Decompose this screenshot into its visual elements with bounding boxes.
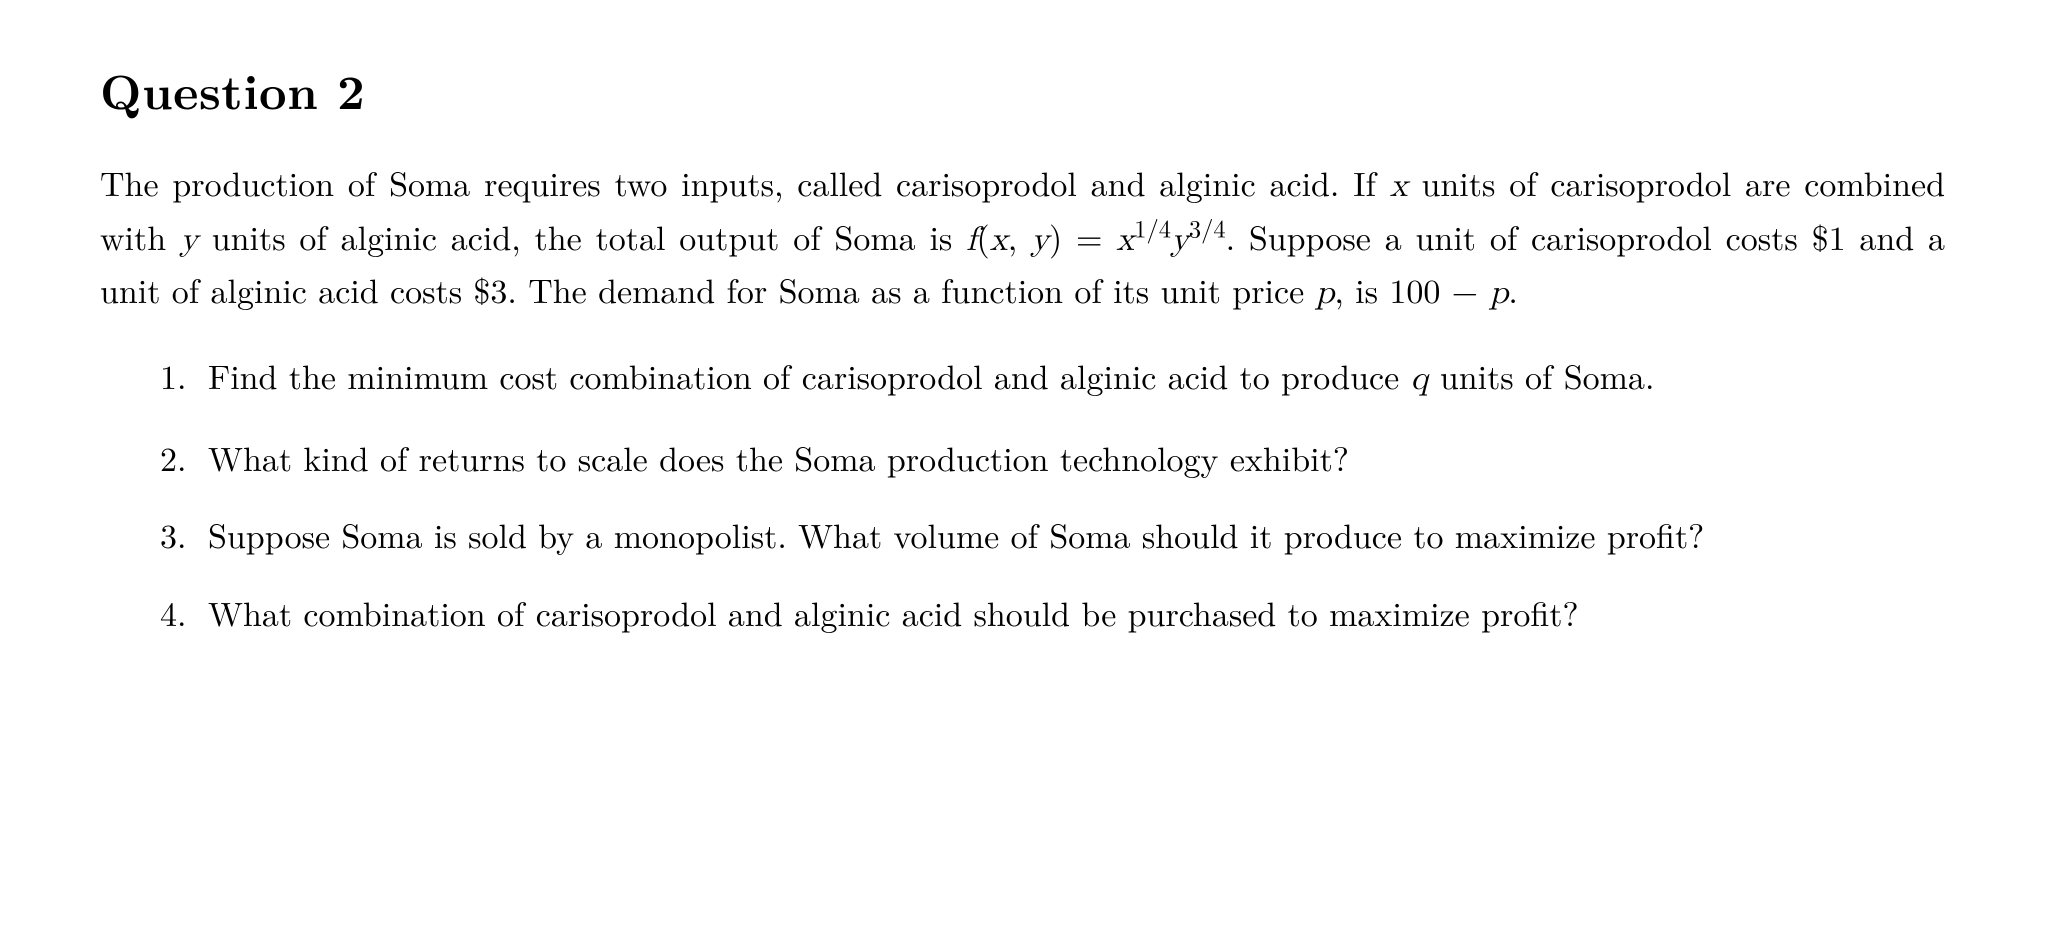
list-item: 3. Suppose Soma is sold by a monopolist.… bbox=[160, 510, 1945, 560]
var-x: x bbox=[990, 223, 1008, 257]
fn-name: f bbox=[966, 223, 976, 257]
item-number: 1. bbox=[160, 351, 186, 401]
question-intro: The production of Soma requires two inpu… bbox=[100, 158, 1945, 319]
intro-text: , is bbox=[1334, 265, 1389, 313]
item-number: 4. bbox=[160, 588, 186, 638]
item-text: What kind of returns to scale does the S… bbox=[208, 433, 1349, 481]
var-y: y bbox=[1171, 223, 1189, 257]
exp-num: 3 bbox=[1189, 210, 1201, 245]
question-parts: 1. Find the minimum cost combination of … bbox=[100, 351, 1945, 638]
minus: − bbox=[1440, 265, 1489, 313]
intro-text: . bbox=[1508, 265, 1517, 313]
var-y: y bbox=[1031, 223, 1049, 257]
item-number: 3. bbox=[160, 510, 186, 560]
item-number: 2. bbox=[160, 433, 186, 483]
var-p: p bbox=[1316, 276, 1335, 310]
equals: = bbox=[1062, 212, 1116, 260]
list-item: 2. What kind of returns to scale does th… bbox=[160, 433, 1945, 483]
list-item: 1. Find the minimum cost combination of … bbox=[160, 351, 1945, 405]
exp-num: 1 bbox=[1134, 210, 1146, 245]
item-text: Suppose Soma is sold by a monopolist. Wh… bbox=[208, 510, 1704, 558]
question-heading: Question 2 bbox=[100, 56, 1945, 124]
var-x: x bbox=[1116, 223, 1134, 257]
var-x: x bbox=[1390, 169, 1408, 203]
item-text: What combination of carisoprodol and alg… bbox=[208, 588, 1579, 636]
demand-const: 100 bbox=[1389, 265, 1440, 313]
var-y: y bbox=[180, 223, 198, 257]
var-q: q bbox=[1411, 362, 1429, 396]
list-item: 4. What combination of carisoprodol and … bbox=[160, 588, 1945, 638]
intro-text: units of alginic acid, the total output … bbox=[198, 212, 966, 260]
fn-close: ) bbox=[1049, 212, 1062, 260]
exp-den: 4 bbox=[1159, 210, 1171, 245]
exp-den: 4 bbox=[1213, 210, 1225, 245]
fn-open: ( bbox=[977, 212, 990, 260]
item-text: units of Soma. bbox=[1429, 351, 1655, 399]
intro-text: The production of Soma requires two inpu… bbox=[100, 158, 1390, 206]
fn-comma: , bbox=[1008, 212, 1031, 260]
item-text: Find the minimum cost combination of car… bbox=[208, 351, 1411, 399]
exponent: 1/4 bbox=[1134, 210, 1171, 245]
var-p: p bbox=[1489, 276, 1508, 310]
exponent: 3/4 bbox=[1189, 210, 1226, 245]
